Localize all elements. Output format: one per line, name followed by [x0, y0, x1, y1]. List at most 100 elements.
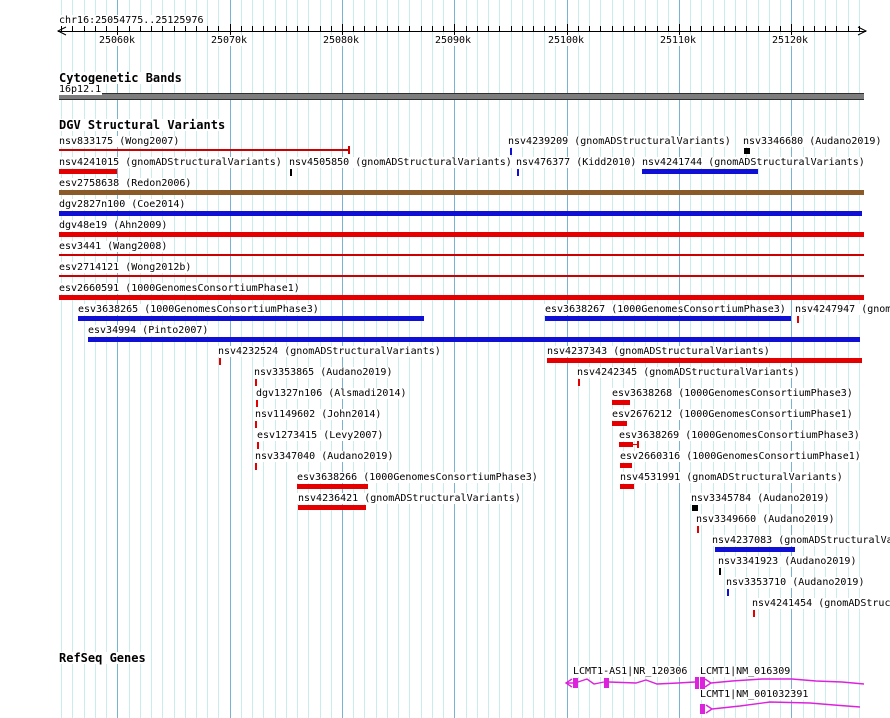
- variant-label[interactable]: nsv4236421 (gnomADStructuralVariants): [297, 493, 522, 504]
- variant-label[interactable]: nsv833175 (Wong2007): [58, 136, 181, 147]
- variant-glyph[interactable]: [727, 589, 729, 596]
- axis-minor-tick: [218, 26, 220, 31]
- variant-glyph[interactable]: [510, 148, 512, 155]
- variant-label[interactable]: nsv4241454 (gnomADStructuralVariants): [751, 598, 890, 609]
- variant-glyph[interactable]: [298, 505, 366, 510]
- variant-label[interactable]: nsv4237083 (gnomADStructuralVariants): [711, 535, 890, 546]
- variant-label[interactable]: esv1273415 (Levy2007): [256, 430, 385, 441]
- variant-label[interactable]: nsv3347040 (Audano2019): [254, 451, 395, 462]
- variant-glyph[interactable]: [297, 484, 368, 489]
- variant-glyph[interactable]: [59, 295, 864, 300]
- variant-label[interactable]: nsv3341923 (Audano2019): [717, 556, 858, 567]
- variant-glyph[interactable]: [59, 254, 864, 256]
- variant-label[interactable]: nsv476377 (Kidd2010): [515, 157, 638, 168]
- variant-label[interactable]: nsv3353865 (Audano2019): [253, 367, 394, 378]
- variant-label[interactable]: esv3638265 (1000GenomesConsortiumPhase3): [77, 304, 320, 315]
- variant-label[interactable]: esv2660591 (1000GenomesConsortiumPhase1): [58, 283, 301, 294]
- variant-glyph[interactable]: [88, 337, 860, 342]
- gridline-minor: [510, 0, 512, 718]
- variant-label[interactable]: nsv4247947 (gnomADStructuralVariants): [794, 304, 890, 315]
- variant-label[interactable]: dgv1327n106 (Alsmadi2014): [255, 388, 408, 399]
- variant-glyph[interactable]: [59, 232, 864, 237]
- gene-label[interactable]: LCMT1-AS1|NR_120306: [572, 666, 689, 677]
- variant-label[interactable]: nsv3353710 (Audano2019): [725, 577, 866, 588]
- variant-glyph[interactable]: [256, 400, 258, 407]
- variant-label[interactable]: esv34994 (Pinto2007): [87, 325, 210, 336]
- variant-glyph[interactable]: [612, 421, 627, 426]
- variant-glyph[interactable]: [59, 275, 864, 277]
- variant-label[interactable]: nsv4241744 (gnomADStructuralVariants): [641, 157, 866, 168]
- gene-exon[interactable]: [700, 704, 705, 714]
- variant-glyph[interactable]: [620, 463, 632, 468]
- variant-label[interactable]: esv3638268 (1000GenomesConsortiumPhase3): [611, 388, 854, 399]
- variant-glyph[interactable]: [633, 444, 637, 445]
- variant-glyph[interactable]: [692, 505, 698, 511]
- variant-glyph[interactable]: [219, 358, 221, 365]
- variant-label[interactable]: nsv3345784 (Audano2019): [690, 493, 831, 504]
- variant-glyph[interactable]: [255, 379, 257, 386]
- variant-label[interactable]: nsv4505850 (gnomADStructuralVariants): [288, 157, 513, 168]
- variant-glyph[interactable]: [744, 148, 750, 154]
- variant-glyph[interactable]: [715, 547, 795, 552]
- gene-label[interactable]: LCMT1|NM_001032391: [699, 689, 810, 700]
- variant-glyph[interactable]: [612, 400, 630, 405]
- variant-glyph[interactable]: [59, 169, 117, 174]
- variant-label[interactable]: esv3441 (Wang2008): [58, 241, 169, 252]
- variant-glyph[interactable]: [697, 526, 699, 533]
- variant-glyph[interactable]: [59, 149, 349, 151]
- gene-exon[interactable]: [573, 678, 578, 688]
- variant-label[interactable]: esv2660316 (1000GenomesConsortiumPhase1): [619, 451, 862, 462]
- axis-minor-tick: [139, 26, 141, 31]
- variant-label[interactable]: nsv4531991 (gnomADStructuralVariants): [619, 472, 844, 483]
- variant-glyph[interactable]: [642, 169, 758, 174]
- gene-label[interactable]: LCMT1|NM_016309: [699, 666, 792, 677]
- variant-glyph[interactable]: [78, 316, 424, 321]
- variant-glyph[interactable]: [620, 484, 634, 489]
- variant-glyph[interactable]: [255, 421, 257, 428]
- variant-label[interactable]: esv2758638 (Redon2006): [58, 178, 193, 189]
- variant-label[interactable]: dgv2827n100 (Coe2014): [58, 199, 187, 210]
- variant-glyph[interactable]: [719, 568, 721, 575]
- variant-glyph[interactable]: [797, 316, 799, 323]
- variant-label[interactable]: nsv4239209 (gnomADStructuralVariants): [507, 136, 732, 147]
- variant-label[interactable]: dgv48e19 (Ahn2009): [58, 220, 169, 231]
- variant-glyph[interactable]: [59, 190, 864, 195]
- axis-minor-tick: [420, 26, 422, 31]
- variant-label[interactable]: nsv3346680 (Audano2019): [742, 136, 883, 147]
- variant-label[interactable]: esv2676212 (1000GenomesConsortiumPhase1): [611, 409, 854, 420]
- variant-glyph[interactable]: [753, 610, 755, 617]
- variant-label[interactable]: esv3638266 (1000GenomesConsortiumPhase3): [296, 472, 539, 483]
- axis-tick-label: 25100k: [546, 35, 586, 46]
- axis-minor-tick: [577, 26, 579, 31]
- axis-minor-tick: [600, 26, 602, 31]
- variant-glyph[interactable]: [547, 358, 862, 363]
- axis-minor-tick: [622, 26, 624, 31]
- variant-glyph[interactable]: [290, 169, 292, 176]
- variant-label[interactable]: esv3638267 (1000GenomesConsortiumPhase3): [544, 304, 787, 315]
- axis-minor-tick: [476, 26, 478, 31]
- variant-glyph[interactable]: [257, 442, 259, 449]
- axis-minor-tick: [712, 26, 714, 31]
- variant-glyph[interactable]: [348, 146, 350, 154]
- variant-glyph[interactable]: [255, 463, 257, 470]
- gene-exon[interactable]: [700, 677, 705, 689]
- variant-label[interactable]: esv2714121 (Wong2012b): [58, 262, 193, 273]
- variant-label[interactable]: nsv4232524 (gnomADStructuralVariants): [217, 346, 442, 357]
- gene-exon[interactable]: [695, 677, 699, 689]
- variant-glyph[interactable]: [545, 316, 791, 321]
- variant-label[interactable]: esv3638269 (1000GenomesConsortiumPhase3): [618, 430, 861, 441]
- variant-glyph[interactable]: [619, 442, 633, 447]
- variant-label[interactable]: nsv4237343 (gnomADStructuralVariants): [546, 346, 771, 357]
- variant-label[interactable]: nsv4241015 (gnomADStructuralVariants): [58, 157, 283, 168]
- variant-glyph[interactable]: [637, 441, 639, 448]
- axis-minor-tick: [757, 26, 759, 31]
- variant-glyph[interactable]: [517, 169, 519, 176]
- gridline-minor: [364, 0, 366, 718]
- gridline-minor: [544, 0, 546, 718]
- variant-glyph[interactable]: [59, 211, 862, 216]
- variant-label[interactable]: nsv4242345 (gnomADStructuralVariants): [576, 367, 801, 378]
- variant-label[interactable]: nsv3349660 (Audano2019): [695, 514, 836, 525]
- variant-glyph[interactable]: [578, 379, 580, 386]
- gene-exon[interactable]: [604, 678, 609, 688]
- variant-label[interactable]: nsv1149602 (John2014): [254, 409, 383, 420]
